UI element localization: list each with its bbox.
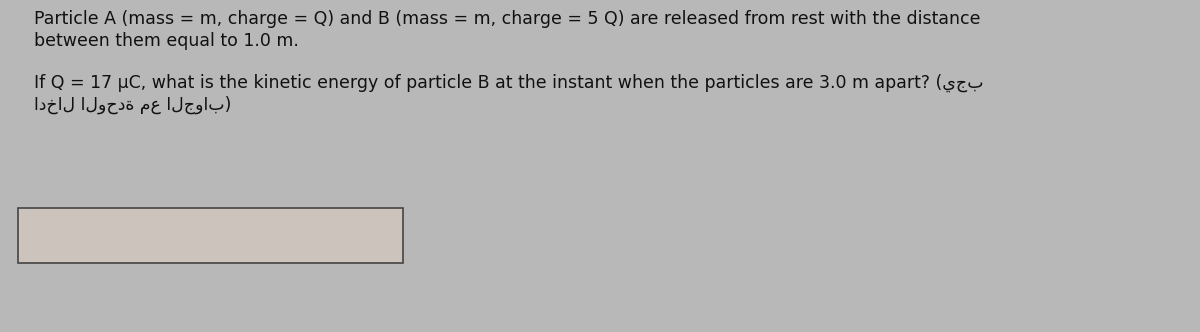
Text: between them equal to 1.0 m.: between them equal to 1.0 m. xyxy=(34,32,299,50)
FancyBboxPatch shape xyxy=(18,208,403,263)
Text: Particle A (mass = m, charge = Q) and B (mass = m, charge = 5 Q) are released fr: Particle A (mass = m, charge = Q) and B … xyxy=(34,10,980,28)
Text: ادخال الوحدة مع الجواب): ادخال الوحدة مع الجواب) xyxy=(34,96,230,114)
Text: If Q = 17 μC, what is the kinetic energy of particle B at the instant when the p: If Q = 17 μC, what is the kinetic energy… xyxy=(34,74,983,92)
